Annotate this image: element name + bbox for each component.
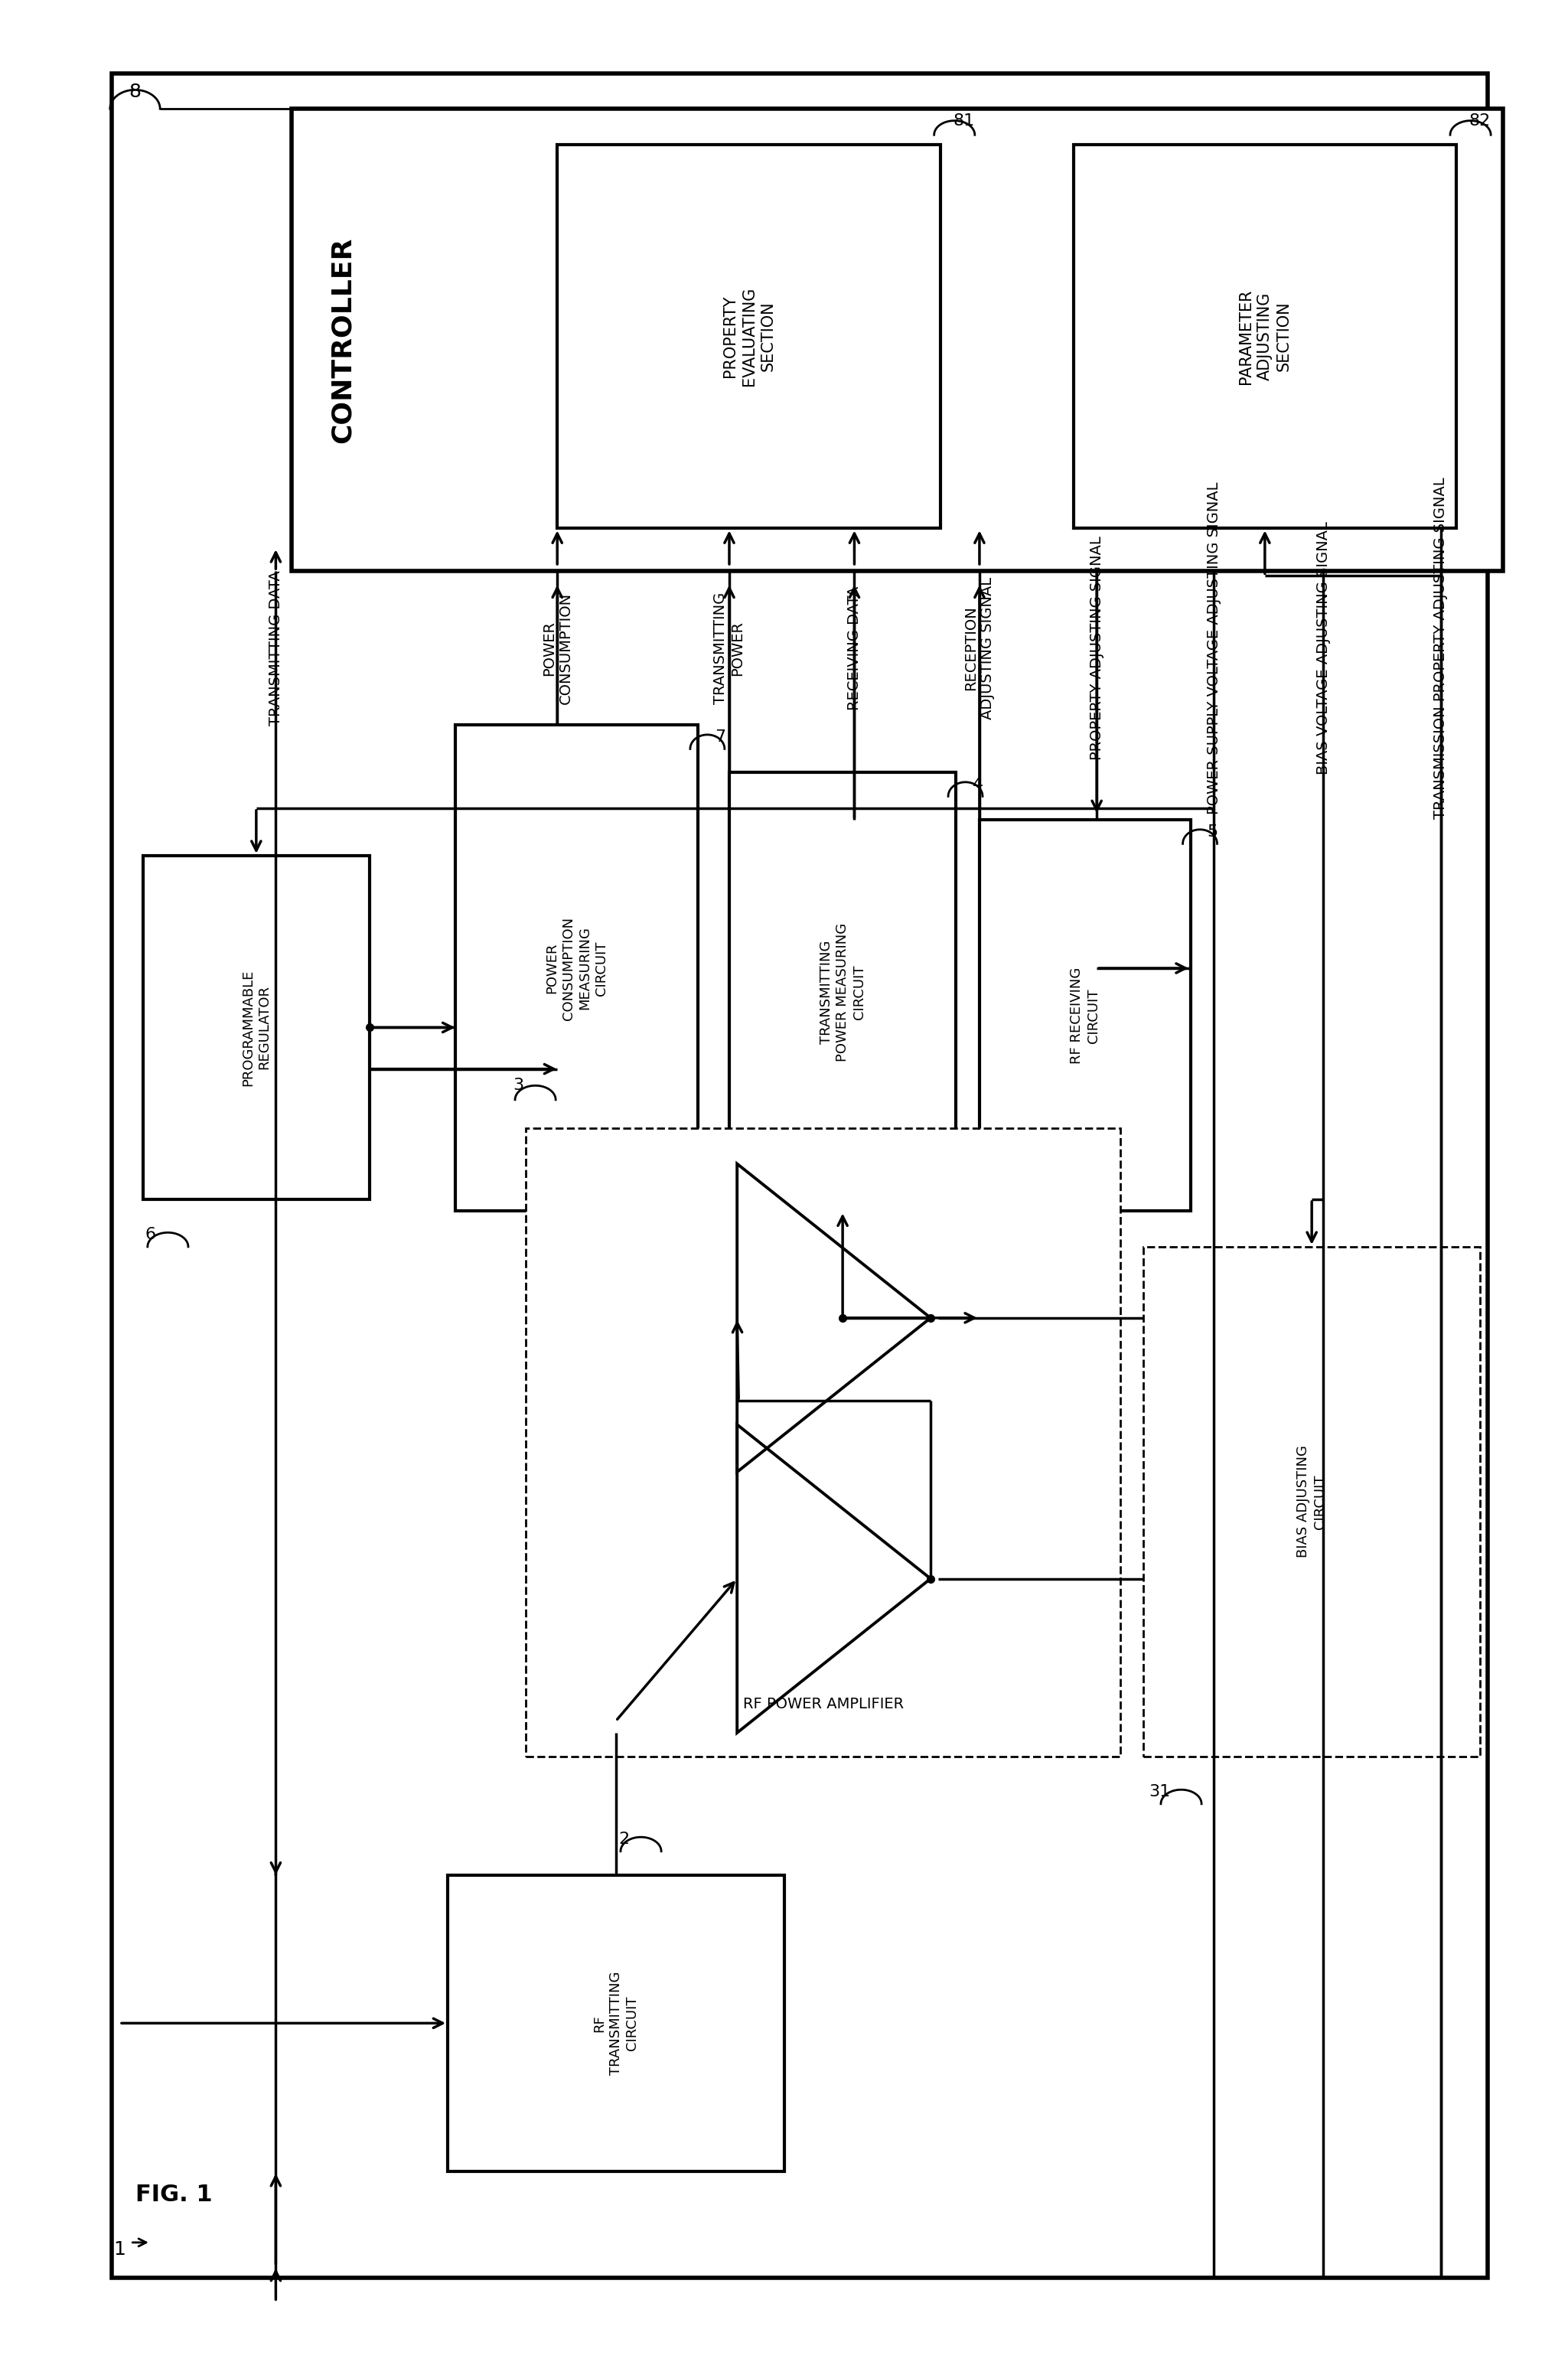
Text: 82: 82 [1469,114,1491,128]
Text: BIAS VOLTAGE ADJUSTING SIGNAL: BIAS VOLTAGE ADJUSTING SIGNAL [1316,522,1331,774]
Text: PROPERTY ADJUSTING SIGNAL: PROPERTY ADJUSTING SIGNAL [1090,537,1104,760]
Bar [1143,1247,1480,1757]
Bar [448,1874,784,2171]
Text: PROGRAMMABLE
REGULATOR: PROGRAMMABLE REGULATOR [241,969,271,1085]
Bar [292,109,1504,570]
Text: TRANSMITTING
POWER MEASURING
CIRCUIT: TRANSMITTING POWER MEASURING CIRCUIT [820,921,866,1062]
Text: 2: 2 [618,1831,629,1848]
Bar [729,772,956,1211]
Text: RECEPTION
ADJUSTING SIGNAL: RECEPTION ADJUSTING SIGNAL [964,577,996,720]
Bar [1073,145,1457,527]
Text: POWER SUPPLY VOLTAGE ADJUSTING SIGNAL: POWER SUPPLY VOLTAGE ADJUSTING SIGNAL [1207,482,1221,815]
Text: 81: 81 [953,114,975,128]
Text: CONTROLLER: CONTROLLER [329,238,356,444]
Text: 5: 5 [1207,824,1218,838]
Bar [456,724,698,1211]
Text: 1: 1 [113,2240,125,2259]
Text: TRANSMITTING
POWER: TRANSMITTING POWER [713,591,745,703]
Text: PARAMETER
ADJUSTING
SECTION: PARAMETER ADJUSTING SECTION [1239,290,1292,385]
Text: TRANSMITTING DATA: TRANSMITTING DATA [268,570,284,727]
Text: PROPERTY
EVALUATING
SECTION: PROPERTY EVALUATING SECTION [723,287,776,385]
Bar [525,1128,1120,1758]
Text: RF POWER AMPLIFIER: RF POWER AMPLIFIER [743,1698,903,1712]
Bar [111,74,1488,2278]
Text: RF
TRANSMITTING
CIRCUIT: RF TRANSMITTING CIRCUIT [593,1971,640,2076]
Text: TRANSMISSION PROPERTY ADJUSTING SIGNAL: TRANSMISSION PROPERTY ADJUSTING SIGNAL [1433,477,1447,819]
Text: 31: 31 [1148,1784,1170,1800]
Text: 6: 6 [146,1228,157,1242]
Text: RECEIVING DATA: RECEIVING DATA [847,587,862,710]
Text: FIG. 1: FIG. 1 [136,2185,213,2206]
Text: POWER
CONSUMPTION
MEASURING
CIRCUIT: POWER CONSUMPTION MEASURING CIRCUIT [546,917,608,1019]
Text: 8: 8 [129,83,141,102]
Text: BIAS ADJUSTING
CIRCUIT: BIAS ADJUSTING CIRCUIT [1297,1446,1327,1558]
Text: RF RECEIVING
CIRCUIT: RF RECEIVING CIRCUIT [1069,967,1101,1064]
Text: 3: 3 [513,1078,524,1092]
Bar [557,145,941,527]
Bar [980,819,1190,1211]
Text: 7: 7 [715,729,726,746]
Text: 4: 4 [972,777,983,793]
Text: POWER
CONSUMPTION: POWER CONSUMPTION [541,591,572,703]
Bar [143,855,370,1199]
